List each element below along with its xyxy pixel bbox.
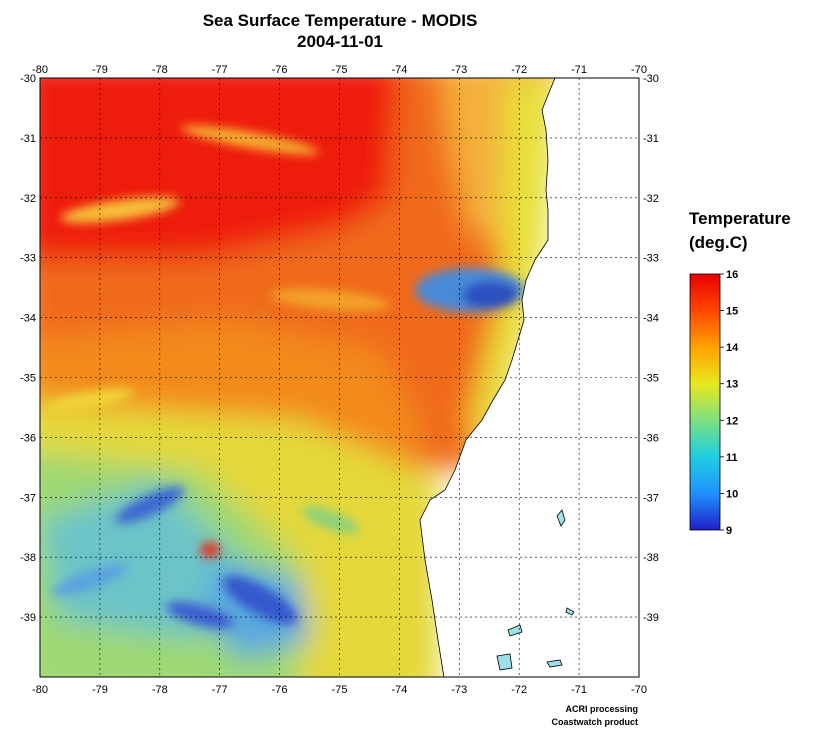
- lon-tick-label-bottom: -80: [32, 684, 48, 696]
- colorbar: [689, 273, 721, 531]
- lon-tick-label-top: -80: [32, 64, 48, 76]
- colorbar-tick-label: 10: [726, 488, 738, 500]
- axis-ticks: -80 -80 -79 -79 -78 -78 -77 -77 -76 -76 -75 -75 -74 -…: [20, 64, 659, 696]
- lat-tick-label-right: -39: [643, 612, 659, 624]
- lon-tick-label-top: -71: [571, 64, 587, 76]
- lon-tick-label-top: -79: [92, 64, 108, 76]
- lon-tick-label-bottom: -74: [391, 684, 407, 696]
- lon-tick-label-top: -74: [391, 64, 407, 76]
- lon-tick-label-top: -76: [272, 64, 288, 76]
- lat-tick-label-left: -39: [20, 612, 36, 624]
- lon-tick-label-bottom: -79: [92, 684, 108, 696]
- lon-tick-label-top: -78: [152, 64, 168, 76]
- lon-tick-label-bottom: -73: [451, 684, 467, 696]
- colorbar-tick-label: 16: [726, 269, 738, 281]
- credit-product: Coastwatch product: [551, 717, 638, 727]
- lon-tick-label-top: -72: [511, 64, 527, 76]
- lat-tick-label-right: -37: [643, 492, 659, 504]
- lat-tick-label-right: -38: [643, 552, 659, 564]
- lat-tick-label-right: -35: [643, 373, 659, 385]
- credit-processing: ACRI processing: [565, 704, 638, 714]
- legend-title: Temperature: [689, 209, 791, 228]
- colorbar-tick-label: 14: [726, 342, 739, 354]
- colorbar-tick-label: 13: [726, 379, 738, 391]
- lat-tick-label-right: -31: [643, 133, 659, 145]
- lat-tick-label-right: -30: [643, 73, 659, 85]
- lon-tick-label-top: -75: [332, 64, 348, 76]
- plot-frame: [39, 77, 640, 678]
- map-title: Sea Surface Temperature - MODIS: [202, 11, 478, 30]
- colorbar-tick-label: 12: [726, 415, 738, 427]
- lat-tick-label-left: -35: [20, 373, 36, 385]
- lon-tick-label-bottom: -76: [272, 684, 288, 696]
- lon-tick-label-bottom: -70: [631, 684, 647, 696]
- colorbar-tick-label: 9: [726, 525, 732, 537]
- lat-tick-label-left: -34: [20, 313, 36, 325]
- lon-tick-label-bottom: -72: [511, 684, 527, 696]
- lat-tick-label-left: -37: [20, 492, 36, 504]
- colorbar-ticks: 16 15 14 13 12 11 10 9: [720, 269, 739, 537]
- lat-tick-label-right: -32: [643, 193, 659, 205]
- lon-tick-label-bottom: -75: [332, 684, 348, 696]
- lat-tick-label-left: -33: [20, 253, 36, 265]
- lat-tick-label-left: -32: [20, 193, 36, 205]
- lat-tick-label-left: -30: [20, 73, 36, 85]
- colorbar-tick-label: 15: [726, 306, 738, 318]
- lon-tick-label-bottom: -71: [571, 684, 587, 696]
- legend-unit: (deg.C): [689, 233, 748, 252]
- lat-tick-label-right: -33: [643, 253, 659, 265]
- colorbar-tick-label: 11: [726, 452, 738, 464]
- lon-tick-label-top: -70: [631, 64, 647, 76]
- lat-tick-label-left: -36: [20, 432, 36, 444]
- lon-tick-label-top: -73: [451, 64, 467, 76]
- sst-field: [40, 78, 639, 677]
- lon-tick-label-top: -77: [212, 64, 228, 76]
- lon-tick-label-bottom: -77: [212, 684, 228, 696]
- lat-tick-label-right: -34: [643, 313, 659, 325]
- lat-tick-label-left: -38: [20, 552, 36, 564]
- lat-tick-label-right: -36: [643, 432, 659, 444]
- lat-tick-label-left: -31: [20, 133, 36, 145]
- map-date: 2004-11-01: [296, 32, 384, 51]
- lon-tick-label-bottom: -78: [152, 684, 168, 696]
